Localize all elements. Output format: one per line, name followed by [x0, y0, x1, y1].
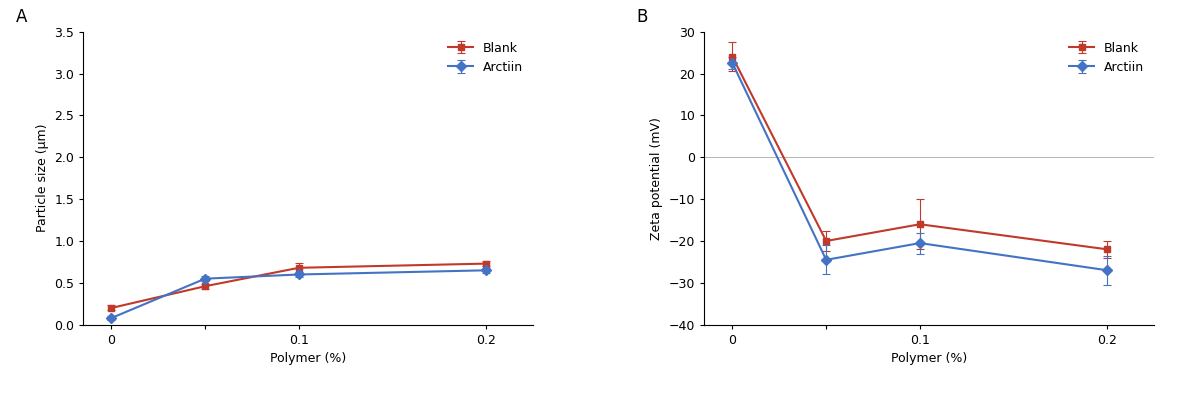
Y-axis label: Zeta potential (mV): Zeta potential (mV) — [651, 117, 663, 240]
Text: A: A — [15, 8, 27, 26]
X-axis label: Polymer (%): Polymer (%) — [891, 352, 967, 365]
Legend: Blank, Arctiin: Blank, Arctiin — [1065, 38, 1148, 78]
X-axis label: Polymer (%): Polymer (%) — [270, 352, 346, 365]
Legend: Blank, Arctiin: Blank, Arctiin — [444, 38, 527, 78]
Text: B: B — [637, 8, 649, 26]
Y-axis label: Particle size (μm): Particle size (μm) — [36, 124, 49, 232]
